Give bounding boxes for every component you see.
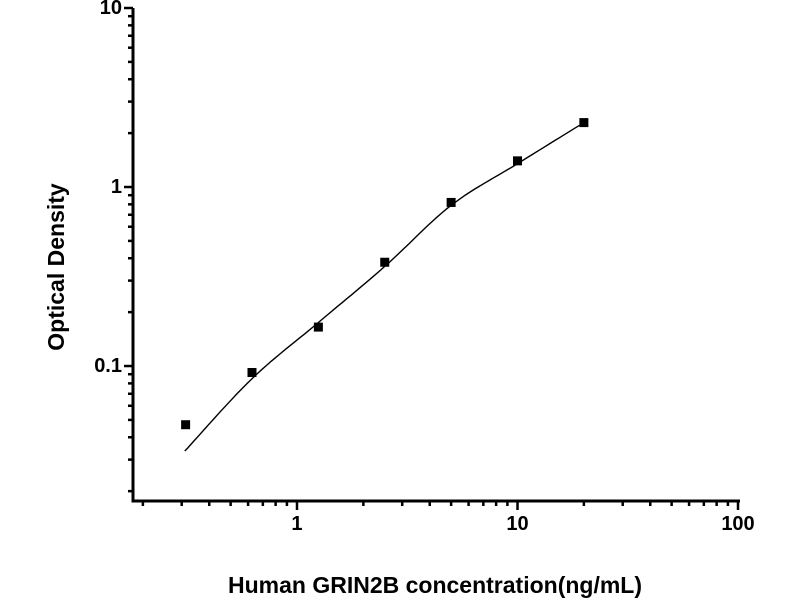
x-tick-label: 100 (721, 513, 754, 535)
data-point (380, 257, 390, 267)
x-axis-tick-labels: 1 10 100 (291, 513, 754, 535)
data-point (512, 156, 522, 166)
x-tick-label: 10 (506, 513, 528, 535)
data-point (181, 420, 191, 430)
y-axis-tick-labels: 10 1 0.1 (94, 0, 122, 377)
data-point (313, 322, 323, 332)
x-axis-ticks (141, 501, 740, 510)
y-tick-label: 1 (111, 176, 122, 198)
y-axis-ticks (124, 6, 133, 493)
axis-spines (131, 8, 740, 503)
y-tick-label: 0.1 (94, 355, 122, 377)
y-axis-label: Optical Density (43, 183, 69, 351)
x-tick-label: 1 (291, 513, 302, 535)
fit-curve-line (184, 122, 585, 452)
data-point (446, 197, 456, 207)
axes (131, 8, 740, 503)
data-point (579, 118, 589, 128)
data-point (247, 368, 257, 378)
data-points (181, 118, 589, 430)
y-tick-label: 10 (100, 0, 122, 19)
fit-curve-path (184, 122, 585, 452)
x-axis-label: Human GRIN2B concentration(ng/mL) (228, 572, 642, 598)
